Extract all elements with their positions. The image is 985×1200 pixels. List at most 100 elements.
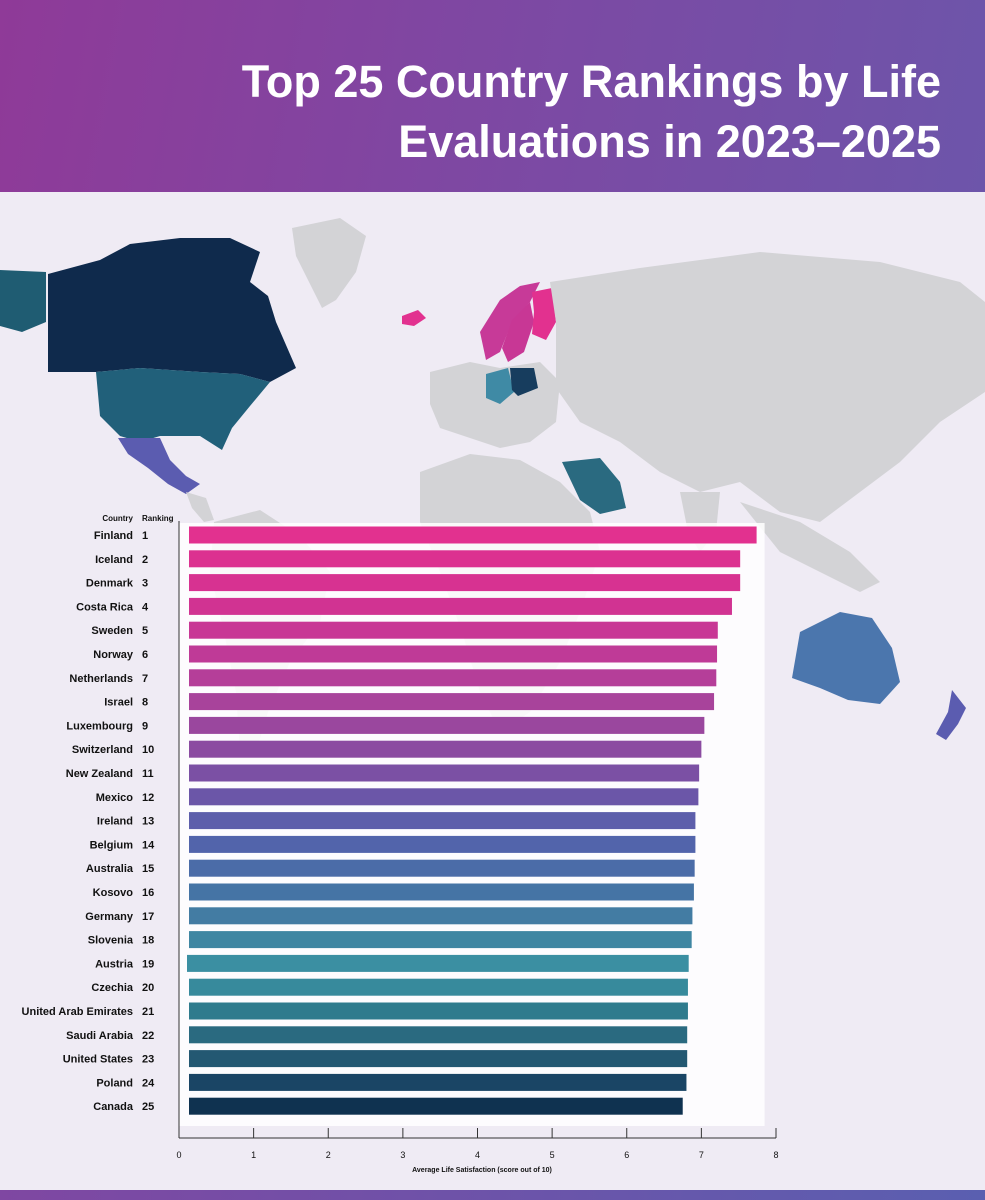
country-label: Saudi Arabia — [66, 1030, 134, 1042]
finland-shape — [532, 288, 556, 340]
country-label: Slovenia — [88, 935, 134, 947]
bar — [189, 740, 702, 758]
bar — [189, 669, 717, 687]
rank-label: 21 — [142, 1006, 154, 1018]
x-tick-label: 8 — [773, 1150, 778, 1160]
x-tick-label: 5 — [550, 1150, 555, 1160]
rank-label: 9 — [142, 720, 148, 732]
rank-label: 16 — [142, 887, 154, 899]
country-label: Australia — [86, 863, 134, 875]
rank-label: 18 — [142, 935, 154, 947]
country-label: Canada — [93, 1101, 134, 1113]
rank-label: 6 — [142, 649, 148, 661]
norway-shape — [480, 282, 540, 360]
bar — [189, 835, 696, 853]
country-label: Germany — [85, 911, 134, 923]
country-label: United Arab Emirates — [22, 1006, 133, 1018]
country-label: Israel — [104, 697, 133, 709]
rank-label: 10 — [142, 744, 154, 756]
bar — [189, 693, 715, 711]
country-label: Norway — [93, 649, 134, 661]
greenland-shape — [292, 218, 366, 308]
column-header-ranking: Ranking — [142, 514, 174, 523]
rank-label: 2 — [142, 554, 148, 566]
country-label: Netherlands — [69, 673, 133, 685]
bar — [189, 550, 741, 568]
germany-shape — [486, 368, 514, 404]
poland-shape — [510, 368, 538, 396]
bar — [189, 764, 700, 782]
bar — [189, 1073, 687, 1091]
rank-label: 7 — [142, 673, 148, 685]
bar — [189, 526, 757, 544]
country-label: Finland — [94, 530, 133, 542]
mexico-shape — [118, 438, 200, 494]
rank-label: 25 — [142, 1101, 154, 1113]
bar — [189, 716, 705, 734]
rank-label: 5 — [142, 625, 148, 637]
australia-shape — [792, 612, 900, 704]
bottom-bar — [0, 1190, 985, 1200]
x-tick-label: 2 — [326, 1150, 331, 1160]
rank-label: 4 — [142, 601, 149, 613]
rank-label: 24 — [142, 1077, 155, 1089]
bar — [189, 1097, 683, 1115]
alaska-shape — [0, 270, 46, 332]
country-label: Costa Rica — [76, 601, 134, 613]
column-header-country: Country — [102, 514, 133, 523]
rank-label: 19 — [142, 958, 154, 970]
sweden-shape — [502, 302, 534, 362]
country-label: Mexico — [96, 792, 134, 804]
country-label: Ireland — [97, 816, 133, 828]
x-tick-label: 6 — [624, 1150, 629, 1160]
header-banner: Top 25 Country Rankings by Life Evaluati… — [0, 0, 985, 192]
rank-label: 13 — [142, 816, 154, 828]
central-america-shape — [186, 492, 214, 522]
x-tick-label: 3 — [400, 1150, 405, 1160]
x-tick-label: 0 — [176, 1150, 181, 1160]
bar — [187, 954, 689, 972]
bar — [189, 621, 718, 639]
country-label: Switzerland — [72, 744, 133, 756]
country-label: Czechia — [91, 982, 133, 994]
se-asia-shape — [740, 502, 880, 592]
rank-label: 3 — [142, 578, 148, 590]
country-label: Austria — [95, 958, 134, 970]
country-label: Denmark — [86, 578, 134, 590]
saudi-arabia-shape — [562, 458, 626, 514]
new-zealand-shape — [936, 690, 966, 740]
x-tick-label: 7 — [699, 1150, 704, 1160]
rank-label: 22 — [142, 1030, 154, 1042]
bar — [189, 597, 732, 615]
rank-label: 17 — [142, 911, 154, 923]
asia-shape — [550, 252, 985, 522]
x-axis-title: Average Life Satisfaction (score out of … — [412, 1167, 552, 1174]
bar — [189, 1050, 688, 1068]
country-label: Belgium — [90, 839, 134, 851]
canada-shape — [48, 238, 296, 382]
country-label: United States — [63, 1054, 133, 1066]
rank-label: 15 — [142, 863, 154, 875]
country-label: Kosovo — [93, 887, 134, 899]
x-tick-label: 1 — [251, 1150, 256, 1160]
usa-shape — [96, 368, 270, 450]
bar — [189, 931, 692, 949]
bar — [189, 812, 696, 830]
page-title: Top 25 Country Rankings by Life Evaluati… — [241, 56, 941, 167]
x-tick-label: 4 — [475, 1150, 480, 1160]
bar — [189, 859, 695, 877]
iceland-shape — [402, 310, 426, 326]
rank-label: 20 — [142, 982, 154, 994]
bar — [189, 978, 688, 996]
rank-label: 8 — [142, 697, 148, 709]
rank-label: 23 — [142, 1054, 154, 1066]
country-label: New Zealand — [66, 768, 133, 780]
bar — [189, 788, 699, 806]
country-label: Poland — [96, 1077, 133, 1089]
country-label: Iceland — [95, 554, 133, 566]
country-label: Luxembourg — [66, 720, 133, 732]
bar — [189, 645, 718, 663]
rank-label: 11 — [142, 768, 154, 780]
rank-label: 12 — [142, 792, 154, 804]
